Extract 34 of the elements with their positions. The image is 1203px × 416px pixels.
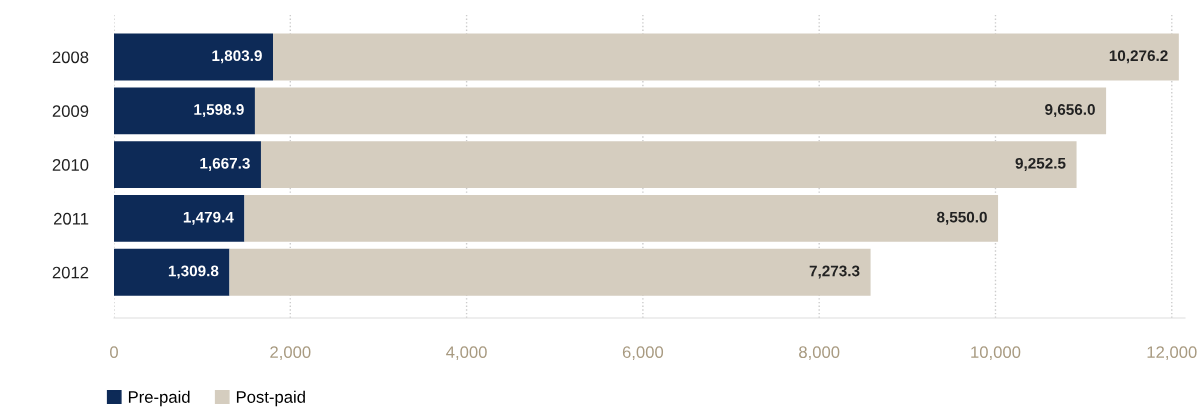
x-tick-label: 12,000	[1147, 346, 1197, 360]
data-label: 1,667.3	[200, 157, 250, 171]
legend-label: Pre-paid	[128, 390, 190, 407]
data-label: 1,598.9	[194, 104, 244, 118]
bar	[273, 33, 1179, 81]
y-tick-label: 2011	[53, 212, 89, 225]
data-label: 1,479.4	[183, 211, 234, 225]
bar	[254, 87, 1107, 135]
bar	[244, 195, 999, 242]
x-tick-label: 4,000	[446, 346, 487, 360]
y-tick-label: 2010	[52, 159, 89, 171]
y-tick-label: 2012	[52, 266, 89, 279]
bar	[114, 141, 261, 189]
data-label: 1,803.9	[212, 50, 262, 64]
bar	[114, 33, 274, 81]
y-tick-label: 2008	[52, 51, 89, 64]
bar	[229, 248, 871, 296]
x-tick-label: 10,000	[971, 346, 1021, 360]
y-tick-label: 2009	[52, 105, 89, 117]
legend-label: Post-paid	[236, 390, 305, 407]
x-tick-label: 0	[110, 346, 118, 359]
data-label: 8,550.0	[937, 211, 987, 225]
data-label: 10,276.2	[1109, 50, 1168, 64]
x-tick-label: 2,000	[270, 346, 311, 360]
data-label: 7,273.3	[809, 265, 860, 279]
bar	[260, 141, 1077, 189]
bar	[114, 248, 230, 296]
data-label: 1,309.8	[168, 265, 219, 279]
x-tick-label: 8,000	[799, 346, 840, 360]
x-tick-label: 6,000	[622, 346, 664, 360]
bar	[114, 195, 245, 242]
data-label: 9,252.5	[1015, 157, 1066, 171]
bar	[114, 87, 255, 135]
data-label: 9,656.0	[1045, 104, 1095, 118]
